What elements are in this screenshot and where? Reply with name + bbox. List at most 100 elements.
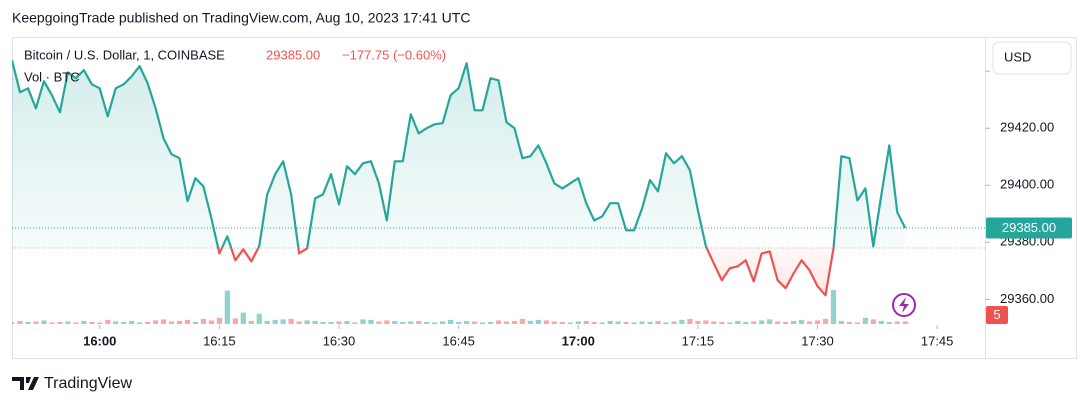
volume-bar <box>176 320 183 324</box>
volume-bar <box>144 321 151 324</box>
volume-bar <box>49 322 55 324</box>
volume-bar <box>878 320 884 324</box>
last-price-tag <box>986 217 1072 239</box>
volume-bar <box>846 321 853 324</box>
volume-bar <box>783 321 789 324</box>
volume-bar <box>551 321 557 324</box>
volume-bar <box>408 321 414 324</box>
volume-bar <box>184 319 191 324</box>
volume-bar <box>137 322 143 324</box>
volume-bar <box>256 313 262 324</box>
volume-bar <box>463 320 470 324</box>
y-tick-label: 29400.00 <box>1000 177 1054 192</box>
volume-tag-label: 5 <box>993 307 1000 322</box>
volume-bar <box>854 322 860 324</box>
volume-bar <box>655 320 661 324</box>
volume-bar <box>751 321 757 324</box>
volume-bar <box>767 319 773 324</box>
volume-bar <box>121 321 127 324</box>
volume-bar <box>814 320 821 324</box>
volume-bar <box>471 321 478 324</box>
brand-name: TradingView <box>44 375 132 392</box>
volume-bar <box>862 317 868 324</box>
volume-bar <box>41 320 47 324</box>
volume-bar <box>543 320 549 324</box>
publisher: KeepgoingTrade published on TradingView.… <box>12 10 470 26</box>
volume-bar <box>886 321 892 324</box>
volume-bar <box>272 319 278 324</box>
y-tick-label: 29420.00 <box>1000 120 1054 135</box>
volume-bar <box>33 321 39 324</box>
volume-bar <box>25 321 31 324</box>
volume-bar <box>870 319 876 324</box>
volume-bar <box>384 320 390 324</box>
volume-bar <box>695 320 701 324</box>
volume-bar <box>535 319 541 324</box>
volume-bar <box>304 320 310 324</box>
volume-bar <box>264 320 270 324</box>
volume-bar <box>400 321 406 324</box>
volume-bar <box>503 321 510 324</box>
volume-bar <box>89 321 95 324</box>
volume-bar <box>392 320 398 324</box>
symbol-title: Bitcoin / U.S. Dollar, 1, COINBASE <box>24 47 225 62</box>
volume-bar <box>591 321 597 324</box>
volume-bar <box>743 321 749 324</box>
volume-bar <box>368 319 374 324</box>
volume-bar <box>376 321 382 324</box>
volume-bar <box>647 321 653 324</box>
currency-label[interactable]: USD <box>1004 49 1031 64</box>
volume-bar <box>894 321 900 324</box>
volume-bar <box>360 319 366 324</box>
volume-bar <box>759 320 765 324</box>
volume-bar <box>65 321 71 324</box>
price-line <box>12 59 907 297</box>
currency-button[interactable] <box>992 41 1072 75</box>
volume-bar <box>631 322 637 324</box>
volume-bar <box>727 322 733 324</box>
volume-bar <box>416 320 422 324</box>
volume-bar <box>200 318 207 324</box>
x-tick-label: 17:30 <box>801 333 834 348</box>
volume-bar <box>559 321 565 324</box>
volume-bar <box>639 321 645 324</box>
volume-bar <box>703 320 709 324</box>
volume-bar <box>806 321 813 324</box>
volume-bar <box>208 320 214 324</box>
lightning-icon[interactable] <box>892 293 916 317</box>
volume-bar <box>424 321 430 324</box>
volume-bar <box>719 321 725 324</box>
baseline-area <box>12 60 906 296</box>
volume-bar <box>663 322 669 324</box>
volume-bar <box>129 320 135 324</box>
x-tick-label: 17:45 <box>921 333 954 348</box>
volume-bar <box>790 320 797 324</box>
volume-bar <box>152 320 159 324</box>
volume-bar <box>575 321 581 324</box>
volume-bar <box>336 321 342 324</box>
volume-bar <box>440 321 446 324</box>
volume-bar <box>902 321 908 324</box>
volume-legend: Vol · BTC <box>24 69 80 84</box>
volume-bar <box>495 320 502 324</box>
volume-bar <box>798 319 805 324</box>
volume-bar <box>73 322 79 324</box>
x-tick-label: 16:15 <box>203 333 236 348</box>
volume-bar <box>17 320 23 324</box>
volume-bar <box>216 317 222 324</box>
volume-bar <box>519 318 526 324</box>
volume-bar <box>160 319 167 324</box>
volume-bar <box>312 320 318 324</box>
brand-logo <box>12 377 39 390</box>
volume-bar <box>432 322 438 324</box>
volume-bar <box>671 321 677 324</box>
volume-bar <box>113 321 119 324</box>
volume-bar <box>599 322 605 324</box>
volume-bar <box>344 320 350 324</box>
x-tick-label: 16:30 <box>323 333 356 348</box>
last-price-tag-label: 29385.00 <box>1002 220 1056 235</box>
volume-bar <box>511 320 518 324</box>
volume-bar <box>224 290 230 324</box>
volume-bar <box>487 321 494 324</box>
